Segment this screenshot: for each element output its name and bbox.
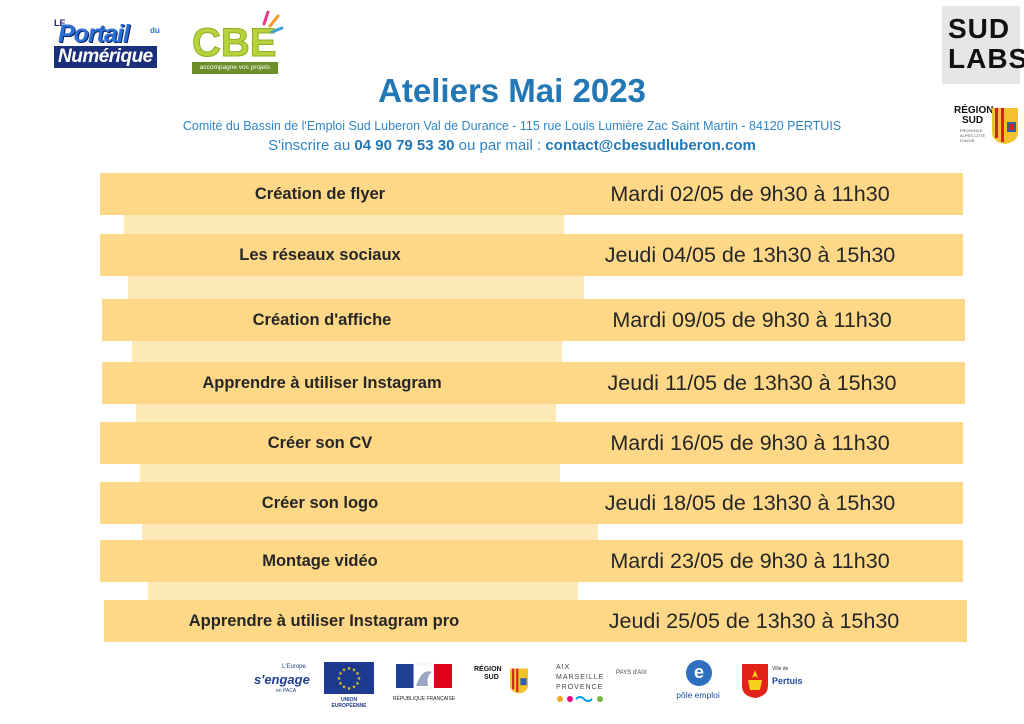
- cbe-letters: CBE: [192, 21, 276, 64]
- europe-sub: en PACA: [276, 688, 297, 694]
- schedule-row: Créer son logo Jeudi 18/05 de 13h30 à 15…: [100, 482, 963, 524]
- workshop-name: Apprendre à utiliser Instagram pro: [188, 612, 460, 630]
- contact-line: S'inscrire au 04 90 79 53 30 ou par mail…: [0, 137, 1024, 154]
- svg-text:★: ★: [357, 676, 362, 682]
- ville-de-pertuis-logo: Ville de Pertuis: [742, 664, 808, 704]
- schedule-row: Montage vidéo Mardi 23/05 de 9h30 à 11h3…: [100, 540, 963, 582]
- pertuis-name: Pertuis: [772, 676, 803, 686]
- workshop-date: Mardi 23/05 de 9h30 à 11h30: [610, 549, 890, 573]
- schedule-row: Création de flyer Mardi 02/05 de 9h30 à …: [100, 173, 963, 215]
- pole-emploi-icon: [686, 660, 712, 686]
- background-strip: [132, 338, 562, 366]
- amp-line2: MARSEILLE: [556, 674, 605, 681]
- schedule-row: Les réseaux sociaux Jeudi 04/05 de 13h30…: [100, 234, 963, 276]
- union-europeenne-logo: ★ ★ ★ ★ ★ ★ ★ ★ ★ ★ ★ ★ UNION EUROPÉENNE: [324, 662, 374, 709]
- region-shield-icon: [992, 108, 1018, 144]
- svg-text:★: ★: [352, 668, 357, 674]
- pertuis-shield-icon: [742, 664, 768, 698]
- workshop-date: Jeudi 18/05 de 13h30 à 15h30: [604, 491, 896, 515]
- cbe-tagline: accompagne vos projets: [192, 62, 278, 74]
- europe-top: L'Europe: [282, 664, 306, 670]
- pertuis-ville: Ville de: [772, 666, 789, 672]
- workshop-date: Mardi 02/05 de 9h30 à 11h30: [610, 182, 890, 206]
- svg-text:★: ★: [337, 676, 342, 682]
- europe-main: s'engage: [254, 672, 310, 687]
- logo-portail-line1: Portail: [58, 20, 130, 48]
- workshop-name: Création de flyer: [254, 185, 386, 203]
- ue-label: UNION EUROPÉENNE: [331, 697, 367, 709]
- workshop-name: Montage vidéo: [262, 552, 378, 570]
- schedule-row: Créer son CV Mardi 16/05 de 9h30 à 11h30: [100, 422, 963, 464]
- region-line1: RÉGION: [954, 105, 994, 116]
- region-footer-line1: RÉGION: [474, 666, 502, 673]
- background-strip: [124, 212, 564, 238]
- portail-numerique-logo: LE Portail du Numérique: [52, 18, 170, 72]
- pole-emploi-e: e: [694, 662, 705, 682]
- schedule-row: Apprendre à utiliser Instagram Jeudi 11/…: [102, 362, 965, 404]
- cbe-logo-graphic: CBE: [192, 10, 284, 64]
- republique-francaise-logo: RÉPUBLIQUE FRANÇAISE: [392, 662, 456, 706]
- svg-text:★: ★: [338, 671, 343, 677]
- amp-line3: PROVENCE: [556, 684, 604, 691]
- region-sud-logo: RÉGION SUD PROVENCE ALPES CÔTE D'AZUR: [954, 104, 1020, 150]
- contact-email[interactable]: contact@cbesudluberon.com: [545, 137, 756, 154]
- region-line2: SUD: [962, 115, 984, 126]
- workshop-name: Apprendre à utiliser Instagram: [202, 374, 442, 392]
- pays-aix-logo: PAYS d'AIX: [616, 670, 647, 676]
- europe-sengage-logo: L'Europe s'engage en PACA: [252, 662, 310, 702]
- workshop-name: Les réseaux sociaux: [239, 246, 401, 264]
- marianne-icon: [396, 663, 452, 689]
- page-title: Ateliers Mai 2023: [378, 72, 646, 109]
- region-footer-line2: SUD: [484, 674, 499, 681]
- sud-labs-line2: LABS: [948, 43, 1024, 74]
- contact-prefix: S'inscrire au: [268, 137, 355, 154]
- workshop-name: Création d'affiche: [252, 311, 392, 329]
- svg-text:★: ★: [355, 671, 360, 677]
- sud-labs-line1: SUD: [948, 13, 1011, 44]
- eu-flag-icon: ★ ★ ★ ★ ★ ★ ★ ★ ★ ★ ★ ★: [324, 662, 374, 694]
- svg-text:★: ★: [347, 666, 352, 672]
- svg-text:★: ★: [338, 681, 343, 687]
- workshop-name: Créer son CV: [267, 434, 373, 452]
- schedule-row: Création d'affiche Mardi 09/05 de 9h30 à…: [102, 299, 965, 341]
- aix-marseille-provence-logo: AIX MARSEILLE PROVENCE: [552, 664, 608, 704]
- svg-text:★: ★: [355, 681, 360, 687]
- schedule-row: Apprendre à utiliser Instagram pro Jeudi…: [104, 600, 967, 642]
- amp-line1: AIX: [556, 664, 571, 671]
- workshop-date: Mardi 16/05 de 9h30 à 11h30: [610, 431, 890, 455]
- contact-phone[interactable]: 04 90 79 53 30: [354, 137, 455, 154]
- logo-portail-le: LE: [54, 18, 66, 28]
- contact-middle: ou par mail :: [454, 137, 546, 154]
- rf-label: RÉPUBLIQUE FRANÇAISE: [392, 696, 456, 702]
- pole-emploi-label: pôle emploi: [676, 690, 720, 700]
- workshop-name: Créer son logo: [261, 494, 379, 512]
- region-line3: PROVENCE ALPES CÔTE D'AZUR: [960, 128, 986, 143]
- svg-text:★: ★: [347, 686, 352, 692]
- region-sud-footer-logo: RÉGION SUD: [472, 662, 532, 706]
- sud-labs-logo: SUD LABS: [942, 6, 1024, 84]
- region-footer-shield-icon: [510, 668, 528, 694]
- svg-text:★: ★: [342, 685, 347, 691]
- amp-wave-icon: [557, 696, 603, 702]
- workshop-date: Jeudi 04/05 de 13h30 à 15h30: [604, 243, 896, 267]
- logo-portail-line2: Numérique: [54, 46, 157, 68]
- svg-text:★: ★: [352, 685, 357, 691]
- workshop-date: Jeudi 25/05 de 13h30 à 15h30: [608, 609, 900, 633]
- pole-emploi-logo: e pôle emploi: [670, 660, 726, 706]
- svg-text:★: ★: [342, 668, 347, 674]
- organization-address: Comité du Bassin de l'Emploi Sud Luberon…: [182, 119, 842, 133]
- partner-logos: L'Europe s'engage en PACA ★ ★ ★ ★ ★ ★ ★ ★ ★ ★ ★…: [250, 658, 810, 709]
- workshop-date: Jeudi 11/05 de 13h30 à 15h30: [607, 371, 897, 395]
- workshop-date: Mardi 09/05 de 9h30 à 11h30: [612, 308, 892, 332]
- background-strip: [128, 274, 584, 302]
- cbe-logo: CBE accompagne vos projets: [188, 8, 286, 76]
- logo-portail-du: du: [150, 26, 160, 35]
